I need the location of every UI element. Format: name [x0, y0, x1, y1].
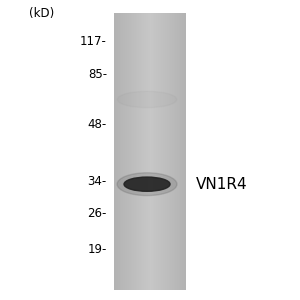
- Text: 85-: 85-: [88, 68, 107, 81]
- Text: VN1R4: VN1R4: [196, 177, 248, 192]
- Ellipse shape: [117, 173, 177, 196]
- Text: 48-: 48-: [88, 118, 107, 131]
- Ellipse shape: [124, 177, 170, 191]
- Text: 117-: 117-: [80, 35, 107, 48]
- Text: (kD): (kD): [29, 7, 54, 20]
- Text: 26-: 26-: [88, 207, 107, 220]
- Text: 19-: 19-: [88, 243, 107, 256]
- Text: 34-: 34-: [88, 175, 107, 188]
- Ellipse shape: [117, 91, 177, 108]
